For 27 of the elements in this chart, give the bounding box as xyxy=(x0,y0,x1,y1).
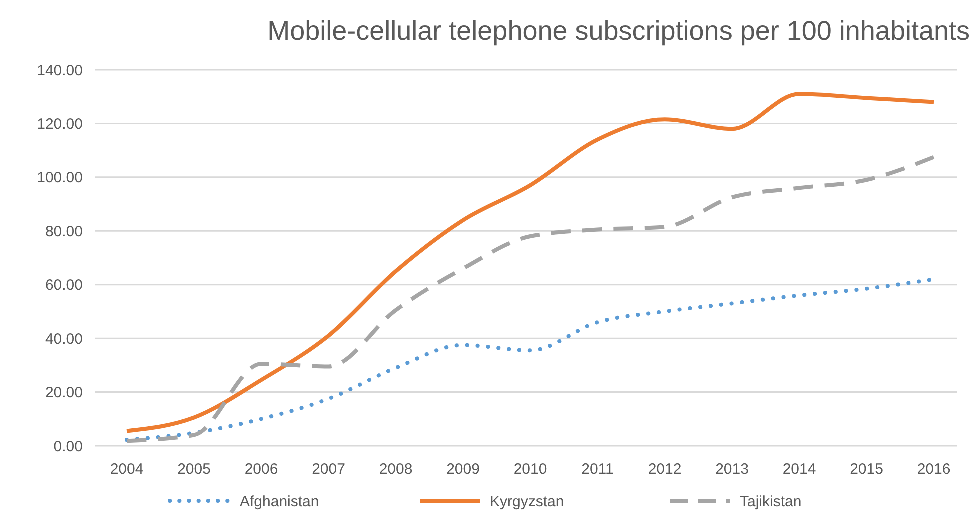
x-tick-label: 2010 xyxy=(514,461,548,478)
legend-label: Kyrgyzstan xyxy=(490,493,564,510)
x-tick-label: 2004 xyxy=(110,461,144,478)
x-tick-label: 2014 xyxy=(782,461,816,478)
x-tick-label: 2016 xyxy=(917,461,951,478)
y-tick-label: 60.00 xyxy=(45,277,83,294)
x-tick-label: 2011 xyxy=(582,461,614,478)
x-tick-label: 2013 xyxy=(716,461,749,478)
x-tick-label: 2007 xyxy=(312,461,346,478)
line-series xyxy=(125,92,936,434)
x-tick-label: 2008 xyxy=(379,461,413,478)
x-tick-label: 2006 xyxy=(244,461,278,478)
y-tick-label: 100.00 xyxy=(37,170,83,187)
y-tick-label: 120.00 xyxy=(37,116,83,133)
chart-title: Mobile-cellular telephone subscriptions per 100 inhabitants xyxy=(268,16,970,46)
line-series xyxy=(125,155,936,444)
legend-label: Afghanistan xyxy=(240,493,320,510)
x-tick-label: 2009 xyxy=(446,461,480,478)
x-tick-label: 2012 xyxy=(648,461,682,478)
y-tick-label: 140.00 xyxy=(37,62,83,80)
x-tick-label: 2015 xyxy=(850,461,884,478)
y-tick-label: 20.00 xyxy=(45,384,83,402)
x-tick-label: 2005 xyxy=(178,461,211,478)
y-tick-label: 80.00 xyxy=(45,223,83,240)
legend-label: Tajikistan xyxy=(740,493,802,510)
y-tick-label: 40.00 xyxy=(45,330,83,348)
y-tick-label: 0.00 xyxy=(54,438,83,456)
